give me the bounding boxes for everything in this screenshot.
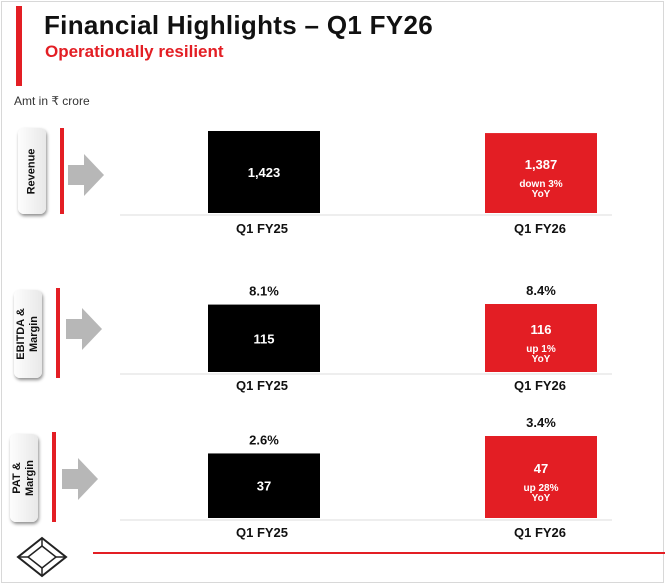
pat-margin-label: 3.4% <box>526 415 556 430</box>
row-divider-pat <box>52 432 56 522</box>
revenue-bar-fy26 <box>485 133 597 213</box>
revenue-yoy-annotation: YoY <box>532 189 551 200</box>
ebitda-margin-label: 8.4% <box>526 283 556 298</box>
revenue-value-label: 1,387 <box>525 157 558 172</box>
revenue-category-label: Q1 FY25 <box>236 221 288 236</box>
footer-rule <box>93 552 665 554</box>
pat-category-label: Q1 FY25 <box>236 525 288 540</box>
title-accent-bar <box>16 6 22 86</box>
row-label-revenue: Revenue <box>18 128 46 214</box>
row-divider-ebitda <box>56 288 60 378</box>
row-label-ebitda: EBITDA & Margin <box>14 290 42 378</box>
pat-bar-fy26 <box>485 436 597 518</box>
page-subtitle: Operationally resilient <box>45 42 224 61</box>
revenue-yoy-annotation: down 3% <box>519 179 562 190</box>
pat-category-label: Q1 FY26 <box>514 525 566 540</box>
ebitda-category-label: Q1 FY25 <box>236 378 288 393</box>
pat-value-label: 47 <box>534 461 548 476</box>
cube-logo-icon <box>16 536 68 578</box>
revenue-category-label: Q1 FY26 <box>514 221 566 236</box>
pat-bar-fy25 <box>208 453 320 518</box>
row-label-pat: PAT & Margin <box>10 434 38 522</box>
revenue-bar-fy25 <box>208 131 320 213</box>
pat-yoy-annotation: up 28% <box>523 483 558 494</box>
pat-yoy-annotation: YoY <box>532 493 551 504</box>
row-divider-revenue <box>60 128 64 214</box>
ebitda-yoy-annotation: YoY <box>532 354 551 365</box>
ebitda-value-label: 116 <box>531 322 552 337</box>
page-title: Financial Highlights – Q1 FY26 <box>44 10 433 40</box>
pat-margin-label: 2.6% <box>249 432 279 447</box>
ebitda-margin-label: 8.1% <box>249 284 279 299</box>
ebitda-yoy-annotation: up 1% <box>526 344 556 355</box>
unit-note: Amt in ₹ crore <box>14 94 90 108</box>
ebitda-bar-fy25 <box>208 304 320 372</box>
pat-value-label: 37 <box>257 479 271 494</box>
ebitda-bar-fy26 <box>485 304 597 372</box>
ebitda-category-label: Q1 FY26 <box>514 378 566 393</box>
revenue-value-label: 1,423 <box>248 165 281 180</box>
ebitda-value-label: 115 <box>254 331 275 346</box>
